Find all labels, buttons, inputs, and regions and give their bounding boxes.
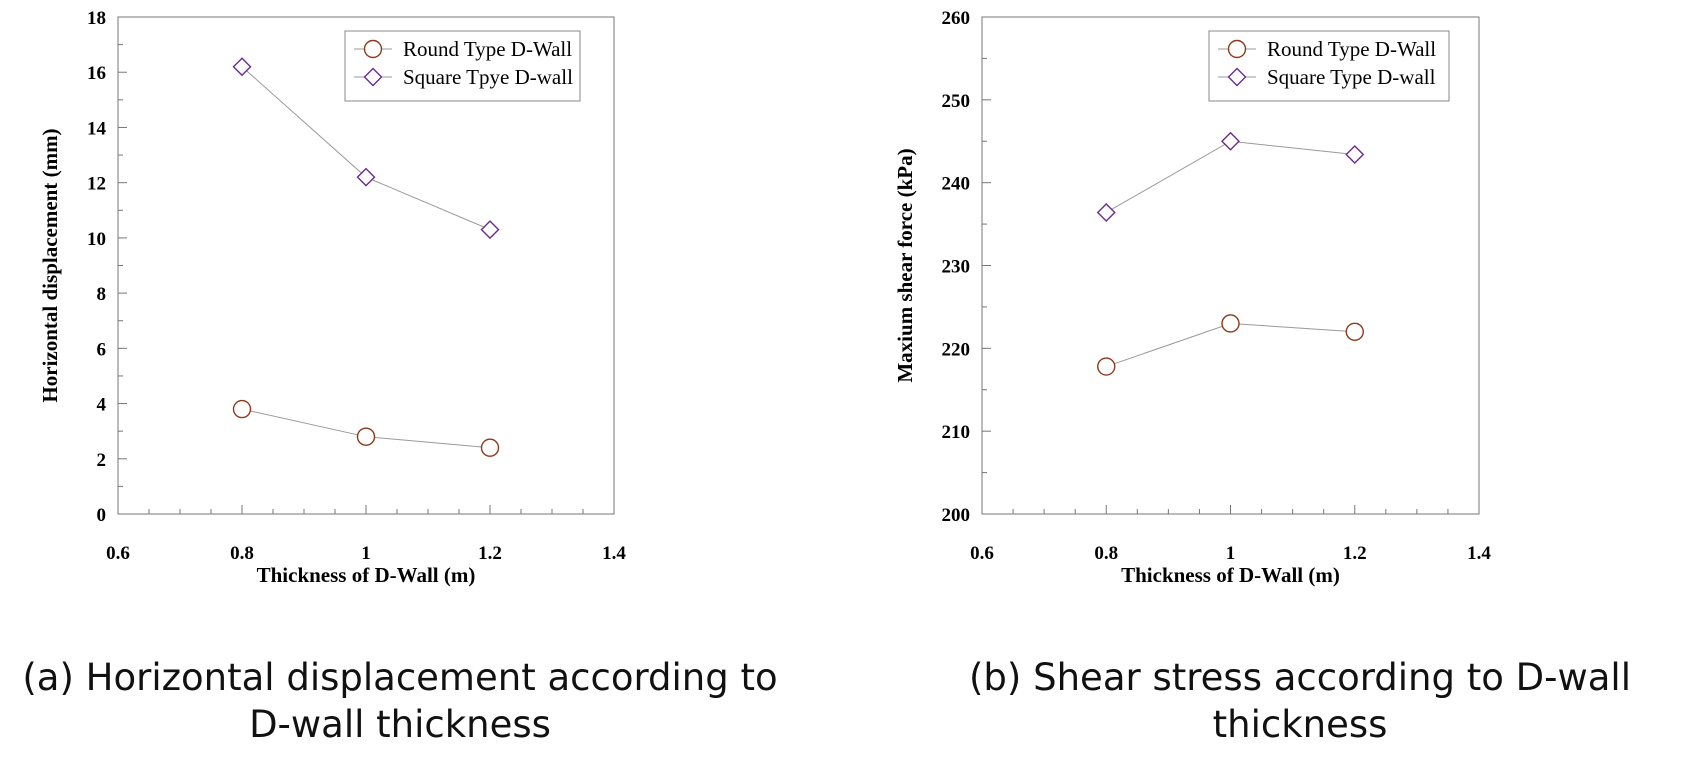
data-point <box>1221 131 1240 151</box>
x-tick-label: 1.4 <box>1467 543 1491 564</box>
data-point <box>232 399 252 419</box>
series-square <box>1096 131 1365 222</box>
legend: Round Type D-Wall Square Type D-wall <box>1208 30 1450 102</box>
legend-marker <box>363 39 383 59</box>
y-tick-label: 10 <box>87 229 106 250</box>
y-tick-label: 12 <box>87 174 106 195</box>
legend-label: Square Type D-wall <box>1267 65 1436 89</box>
x-tick-label: 1 <box>361 543 371 564</box>
y-tick-label: 250 <box>942 91 971 112</box>
y-tick-label: 8 <box>97 284 107 305</box>
y-axis-label: Horizontal displacement (mm) <box>38 128 62 402</box>
legend-marker <box>1227 67 1247 87</box>
y-tick-label: 14 <box>87 118 107 139</box>
y-tick-label: 18 <box>87 8 106 29</box>
y-tick-label: 4 <box>97 395 107 416</box>
y-tick-label: 6 <box>97 339 107 360</box>
caption-b: (b) Shear stress according to D-wall thi… <box>900 654 1700 748</box>
y-tick-label: 0 <box>97 505 107 526</box>
x-tick-label: 1 <box>1226 543 1236 564</box>
y-tick-label: 230 <box>942 257 971 278</box>
legend-label: Square Tpye D-wall <box>403 65 573 89</box>
y-tick-label: 240 <box>942 174 971 195</box>
x-axis-label: Thickness of D-Wall (m) <box>257 563 476 587</box>
series-square <box>232 57 500 240</box>
legend-label: Round Type D-Wall <box>1267 37 1436 61</box>
series-round <box>232 399 500 457</box>
series-round <box>1097 314 1364 376</box>
x-tick-label: 1.2 <box>1343 543 1367 564</box>
y-tick-label: 16 <box>87 63 106 84</box>
legend-marker <box>1227 39 1247 59</box>
x-tick-label: 0.8 <box>230 543 254 564</box>
x-tick-label: 1.2 <box>478 543 502 564</box>
caption-a-line-2: D-wall thickness <box>249 703 551 746</box>
data-point <box>1345 145 1365 164</box>
x-tick-label: 0.6 <box>970 543 994 564</box>
series-line <box>1106 140 1355 213</box>
y-tick-label: 2 <box>97 450 107 471</box>
data-point <box>480 220 500 240</box>
caption-a-line-1: (a) Horizontal displacement according to <box>22 656 778 699</box>
data-point <box>1097 357 1116 376</box>
data-point <box>356 427 376 446</box>
legend-marker <box>363 67 383 87</box>
data-point <box>1096 202 1116 222</box>
y-axis-label: Maxium shear force (kPa) <box>893 148 917 382</box>
legend-label: Round Type D-Wall <box>403 37 572 61</box>
data-point <box>232 57 252 77</box>
x-tick-label: 0.8 <box>1094 543 1118 564</box>
x-tick-label: 0.6 <box>106 543 130 564</box>
legend-box <box>1208 30 1450 102</box>
x-tick-label: 1.4 <box>602 543 626 564</box>
legend: Round Type D-Wall Square Tpye D-wall <box>344 30 581 102</box>
y-tick-label: 220 <box>942 339 971 360</box>
caption-a: (a) Horizontal displacement according to… <box>0 654 800 748</box>
data-point <box>356 167 376 187</box>
y-tick-label: 210 <box>942 422 971 443</box>
data-point <box>1221 314 1240 333</box>
y-tick-label: 260 <box>942 8 971 29</box>
x-axis-label: Thickness of D-Wall (m) <box>1121 563 1340 587</box>
chart-a: 0 2 4 6 8 10 12 14 16 18 0.6 0.8 1 1.2 1.4 Thickness of… <box>38 8 626 587</box>
legend-box <box>344 30 581 102</box>
data-point <box>1345 322 1364 341</box>
chart-b: 200 210 220 230 240 250 260 0.6 0.8 1 1.2 1.4 Thickn… <box>893 8 1491 587</box>
caption-b-line-1: (b) Shear stress according to D-wall thi… <box>969 656 1631 746</box>
y-tick-label: 200 <box>942 505 971 526</box>
data-point <box>480 438 500 457</box>
